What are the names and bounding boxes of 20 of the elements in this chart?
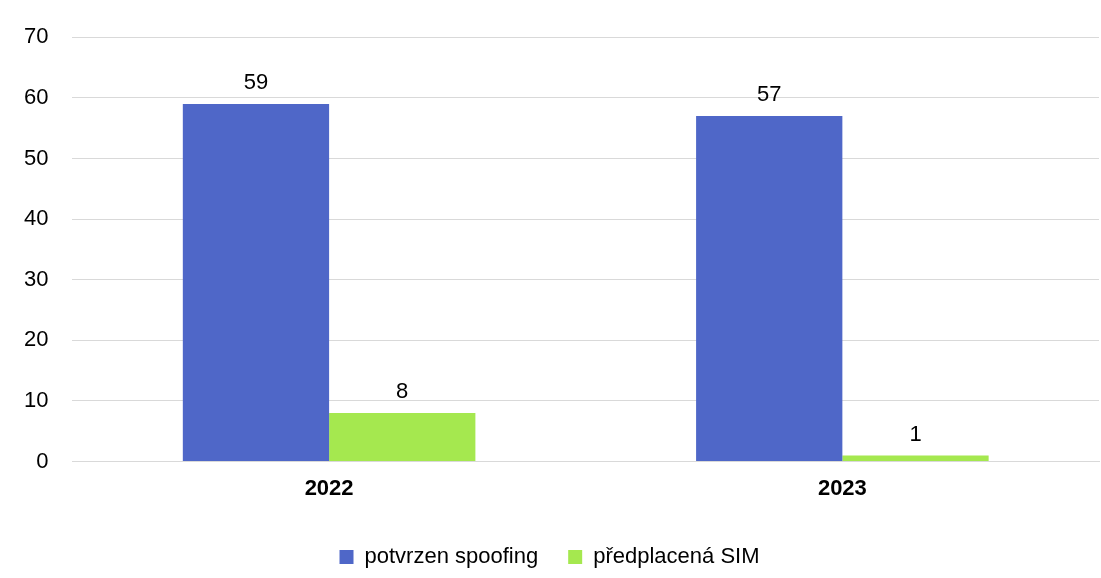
y-tick-label: 70 bbox=[23, 23, 49, 49]
bar bbox=[329, 413, 476, 462]
x-tick-label: 2022 bbox=[304, 474, 354, 500]
y-tick-label: 20 bbox=[23, 326, 49, 352]
y-tick-label: 50 bbox=[23, 144, 49, 170]
bar bbox=[696, 116, 843, 462]
bar bbox=[842, 455, 989, 462]
legend-label: předplacená SIM bbox=[593, 543, 760, 569]
x-tick-label: 2023 bbox=[817, 474, 867, 500]
data-label: 1 bbox=[909, 420, 922, 446]
y-tick-label: 0 bbox=[36, 447, 49, 473]
legend-label: potvrzen spoofing bbox=[364, 543, 539, 569]
data-label: 57 bbox=[756, 81, 782, 107]
y-tick-label: 10 bbox=[23, 387, 49, 413]
data-label: 8 bbox=[396, 378, 409, 404]
y-tick-label: 40 bbox=[23, 205, 49, 231]
data-label: 59 bbox=[243, 68, 269, 94]
bar bbox=[182, 103, 330, 462]
y-tick-label: 60 bbox=[23, 83, 49, 109]
y-tick-label: 30 bbox=[23, 265, 49, 291]
